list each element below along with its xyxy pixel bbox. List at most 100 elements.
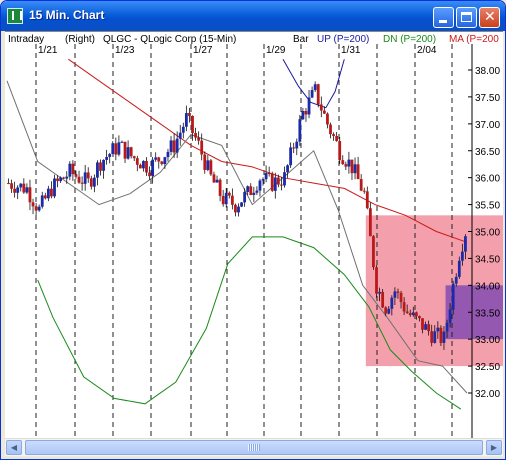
candle-body [246, 186, 250, 192]
candle-body [362, 190, 366, 192]
candle-body [117, 142, 121, 155]
candle-body [356, 164, 360, 180]
candle-body [332, 134, 335, 136]
candle-body [464, 236, 467, 252]
chart-plot-area[interactable]: 38.00 37.50 37.00 36.50 36.00 35.50 35.00 34.50… [5, 31, 503, 439]
candle-body [378, 291, 381, 294]
candle-body [427, 324, 431, 332]
candle-body [372, 236, 375, 268]
window-title: 15 Min. Chart [29, 8, 105, 22]
candle-body [178, 132, 182, 139]
candle-body [338, 140, 342, 161]
candle-body [451, 283, 455, 310]
candle-body [92, 177, 96, 187]
candle-body [359, 179, 363, 191]
candle-body [13, 188, 17, 193]
scroll-right-button[interactable]: ▶ [486, 440, 502, 455]
mode-label: Intraday [8, 34, 44, 45]
candle-body [142, 160, 145, 169]
candle-body [424, 324, 427, 330]
candle-body [329, 124, 332, 135]
candle-body [261, 179, 265, 181]
candle-body [157, 157, 161, 162]
ma-line [68, 58, 468, 243]
candle-body [387, 308, 391, 314]
candle-body [240, 202, 243, 207]
candle-body [224, 192, 228, 205]
instrument-label: QLGC - QLogic Corp (15-Min) [103, 34, 236, 45]
candle-body [62, 177, 66, 179]
candle-body [188, 113, 191, 116]
candle-body [169, 140, 173, 152]
candle-body [99, 162, 102, 171]
candle-body [384, 307, 388, 314]
title-bar[interactable]: 15 Min. Chart ✕ [1, 1, 505, 31]
candle-body [80, 182, 84, 184]
date-label: 1/27 [193, 45, 213, 56]
horizontal-scrollbar[interactable]: ◀ ▶ [5, 438, 503, 456]
candle-body [289, 147, 293, 166]
candle-body [276, 177, 280, 185]
candle-body [408, 312, 412, 316]
candle-body [77, 176, 81, 183]
candle-body [215, 179, 219, 183]
candle-body [264, 173, 268, 180]
candle-body [212, 174, 216, 183]
candle-body [53, 178, 56, 197]
date-label: 1/29 [266, 45, 286, 56]
candle-body [298, 119, 302, 142]
candle-body [145, 160, 148, 173]
candle-body [402, 302, 406, 312]
candle-body [126, 147, 130, 159]
price-tick-label: 36.50 [475, 147, 500, 158]
candle-body [421, 318, 424, 330]
candle-body [375, 267, 378, 294]
candle-body [230, 195, 234, 205]
candle-body [433, 331, 437, 343]
candle-body [25, 187, 29, 193]
candle-body [65, 176, 69, 179]
candle-body [460, 251, 464, 261]
candle-body [390, 297, 394, 309]
close-icon: ✕ [484, 9, 496, 25]
candle-body [19, 183, 23, 188]
candle-body [405, 311, 409, 313]
candle-body [105, 156, 109, 160]
candle-body [335, 135, 339, 141]
close-button[interactable]: ✕ [479, 7, 500, 28]
candle-body [68, 163, 72, 177]
candle-body [457, 260, 461, 277]
maximize-button[interactable] [456, 7, 477, 28]
candle-body [114, 143, 118, 155]
candle-body [175, 138, 179, 153]
candle-body [399, 292, 403, 303]
candle-body [166, 151, 170, 158]
candle-body [197, 137, 201, 141]
candle-body [181, 126, 185, 133]
scroll-left-button[interactable]: ◀ [6, 440, 22, 455]
candle-body [243, 191, 247, 203]
candle-body [59, 177, 63, 182]
candle-body [221, 195, 225, 205]
candle-body [319, 104, 323, 111]
price-tick-label: 33.00 [475, 335, 500, 346]
scroll-thumb[interactable] [25, 440, 483, 455]
candle-body [191, 115, 194, 134]
candle-body [86, 172, 90, 179]
price-tick-label: 34.50 [475, 254, 500, 265]
candle-body [227, 192, 231, 196]
candle-body [34, 206, 38, 211]
candle-body [270, 173, 274, 191]
minimize-button[interactable] [433, 7, 454, 28]
candle-body [16, 187, 20, 193]
price-tick-label: 32.50 [475, 362, 500, 373]
candle-body [96, 162, 99, 178]
candle-body [322, 110, 326, 114]
candle-body [163, 157, 167, 164]
candle-body [286, 165, 289, 173]
candle-body [301, 110, 305, 120]
ma-series-label: MA (P=200 [449, 34, 499, 45]
candle-body [439, 327, 443, 343]
candle-body [411, 312, 415, 316]
